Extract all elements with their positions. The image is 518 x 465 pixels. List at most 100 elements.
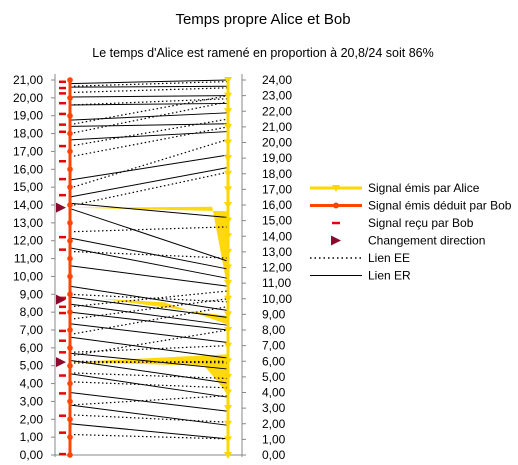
left-tick-label: 10,00 <box>13 269 43 283</box>
left-tick-label: 16,00 <box>13 162 43 176</box>
right-tick-label: 10,00 <box>262 292 292 306</box>
legend: Signal émis par Alice Signal émis déduit … <box>310 181 512 283</box>
right-tick-label: 21,00 <box>262 120 292 134</box>
bob-marker <box>67 291 73 298</box>
left-tick-label: 7,00 <box>20 323 44 337</box>
right-tick-label: 19,00 <box>262 151 292 165</box>
legend-label: Signal émis par Alice <box>368 181 480 195</box>
bob-marker <box>67 398 73 405</box>
alice-marker <box>224 155 232 163</box>
link-er <box>69 285 229 311</box>
alice-marker <box>224 373 232 381</box>
left-tick-label: 6,00 <box>20 341 44 355</box>
left-tick-label: 0,00 <box>20 448 44 462</box>
alice-marker <box>224 264 232 272</box>
right-tick-label: 11,00 <box>262 276 291 290</box>
alice-marker <box>224 108 232 116</box>
alice-marker <box>224 202 232 209</box>
left-tick-label: 2,00 <box>20 412 44 426</box>
link-er <box>69 296 229 318</box>
link-er <box>69 102 229 106</box>
left-tick-label: 8,00 <box>20 305 44 319</box>
left-tick-label: 1,00 <box>20 430 44 444</box>
link-er <box>69 85 229 88</box>
left-tick-label: 5,00 <box>20 359 44 373</box>
left-tick-label: 14,00 <box>13 198 43 212</box>
legend-label: Changement direction <box>368 234 485 248</box>
link-ee <box>69 345 229 353</box>
left-tick-label: 11,00 <box>14 252 43 266</box>
direction-marker <box>56 294 66 305</box>
link-er <box>69 359 229 384</box>
left-tick-label: 15,00 <box>13 180 43 194</box>
bob-marker <box>67 112 73 119</box>
alice-marker <box>224 436 232 444</box>
left-tick-label: 19,00 <box>13 109 43 123</box>
right-tick-label: 13,00 <box>262 245 292 259</box>
left-tick-label: 21,00 <box>13 73 43 87</box>
link-ee <box>69 95 229 126</box>
link-ee <box>69 298 229 320</box>
legend-marker-bob <box>333 202 339 209</box>
alice-marker <box>224 389 232 397</box>
link-er <box>69 247 229 279</box>
right-tick-label: 3,00 <box>262 401 286 415</box>
bob-marker <box>67 202 73 208</box>
alice-marker <box>224 311 232 319</box>
alice-marker <box>224 405 232 413</box>
bob-marker <box>67 130 73 137</box>
link-er <box>69 202 229 218</box>
right-tick-label: 18,00 <box>262 167 292 181</box>
link-ee <box>69 138 229 189</box>
link-er <box>69 336 229 359</box>
series-markers <box>56 77 232 459</box>
left-tick-label: 18,00 <box>13 127 43 141</box>
link-ee <box>69 101 229 135</box>
signal-fill-areas <box>70 206 228 395</box>
link-er <box>69 131 229 141</box>
link-ee <box>69 118 229 147</box>
right-axis-tick-labels: 0,00 1,002,00 3,004,00 5,00 6,007,00 8,00 9,00… <box>242 73 292 462</box>
right-tick-label: 8,00 <box>262 323 286 337</box>
link-ee <box>69 126 229 158</box>
alice-marker <box>224 280 232 288</box>
bob-marker <box>67 148 73 155</box>
bob-marker <box>67 273 73 280</box>
link-er <box>69 323 229 343</box>
right-tick-label: 20,00 <box>262 136 292 150</box>
link-er <box>69 167 229 198</box>
bob-marker <box>67 220 73 226</box>
link-er <box>69 95 229 98</box>
right-tick-label: 9,00 <box>262 307 286 321</box>
bob-marker <box>67 362 73 369</box>
left-tick-label: 13,00 <box>13 216 43 230</box>
alice-marker <box>224 342 232 350</box>
chart-subtitle: Le temps d'Alice est ramené en proportio… <box>92 46 433 60</box>
left-tick-label: 20,00 <box>13 91 43 105</box>
chart-title: Temps propre Alice et Bob <box>175 11 350 28</box>
alice-marker <box>224 327 232 334</box>
signal-fill-area <box>70 354 228 395</box>
bob-marker <box>67 309 73 315</box>
bob-marker <box>67 237 73 244</box>
bob-marker <box>67 184 73 190</box>
alice-marker <box>224 248 232 256</box>
left-tick-label: 9,00 <box>20 287 44 301</box>
bob-marker <box>67 95 73 101</box>
left-tick-label: 3,00 <box>20 394 44 408</box>
legend-label: Lien EE <box>368 251 410 265</box>
bob-marker <box>67 434 73 440</box>
legend-symbol-direction <box>331 235 341 246</box>
link-ee <box>69 290 229 308</box>
link-er <box>69 154 229 181</box>
bob-marker <box>67 327 73 333</box>
bob-marker <box>67 345 73 351</box>
link-ee <box>69 226 229 233</box>
signal-fill-area <box>70 206 228 291</box>
signal-fill-area <box>101 298 228 325</box>
left-axis-tick-labels: 0,00 1,00 2,00 3,00 4,00 5,00 6,00 7,00 8,00 9,00… <box>13 73 55 462</box>
bob-marker <box>67 77 73 83</box>
right-tick-label: 22,00 <box>262 104 292 118</box>
alice-marker <box>224 186 232 194</box>
